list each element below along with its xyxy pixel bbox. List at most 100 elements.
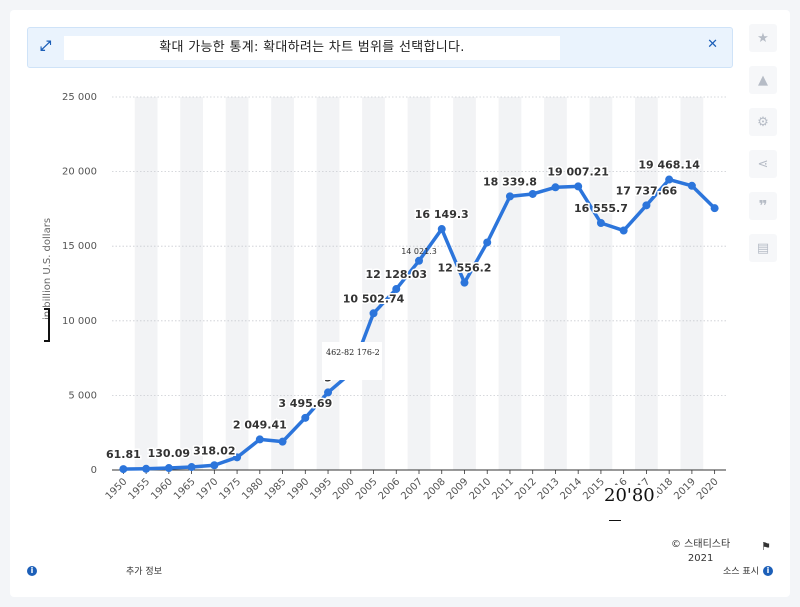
y-tick-label: 10 000: [62, 316, 97, 327]
data-point: [142, 464, 151, 473]
more-info-link[interactable]: 추가 정보: [126, 567, 162, 577]
data-point: [278, 437, 287, 446]
y-tick-label: 0: [91, 465, 97, 476]
source-line-2: 2021: [687, 553, 714, 564]
x-tick-label: 2010: [468, 476, 494, 502]
expand-arrows-icon[interactable]: ⤢: [40, 38, 52, 54]
data-label: 16 555.7: [574, 202, 628, 215]
x-tick-label: 2014: [559, 476, 585, 502]
column-band: [680, 97, 704, 470]
column-band: [635, 97, 658, 470]
data-point: [324, 388, 333, 397]
share-icon[interactable]: ⋖: [749, 150, 777, 178]
data-label: 3 495.69: [278, 397, 332, 410]
x-tick-label: 2011: [490, 476, 516, 502]
data-label: 130.09: [148, 447, 190, 460]
column-band: [271, 97, 294, 470]
info-icon[interactable]: i: [27, 566, 37, 576]
column-band: [225, 97, 249, 470]
chart-toolbar: ★ ▲ ⚙ ⋖ ❞ ▤: [746, 16, 780, 266]
y-tick-label: 15 000: [62, 241, 97, 252]
data-label: 18 339.8: [483, 175, 537, 188]
column-band: [362, 97, 385, 470]
data-label: 12 128.03: [365, 268, 427, 281]
data-label: 318.02: [193, 444, 235, 457]
data-point: [574, 182, 583, 191]
x-tick-label: 2012: [513, 476, 539, 502]
y-tick-label: 5 000: [68, 390, 97, 401]
x-tick-label: 2013: [536, 476, 562, 502]
data-point: [528, 189, 537, 198]
column-band: [134, 97, 158, 470]
x-tick-label: 1990: [286, 476, 312, 502]
data-point: [551, 183, 560, 192]
quote-icon[interactable]: ❞: [749, 192, 777, 220]
x-tick-label: 2008: [422, 476, 448, 502]
data-point: [437, 225, 446, 234]
data-label: 10 502.74: [343, 292, 405, 305]
data-point: [255, 435, 264, 444]
y-axis-ticks: 0 5 000 10 000 15 000 20 000 25 000: [62, 92, 97, 476]
show-source-link[interactable]: 소스 표시: [723, 567, 759, 577]
data-point: [642, 201, 651, 210]
x-tick-label: 2019: [672, 476, 698, 502]
overlay-box: [322, 342, 382, 380]
column-band: [589, 97, 613, 470]
data-point: [687, 181, 696, 190]
data-label: 16 149.3: [415, 208, 469, 221]
data-label: 14 021.3: [401, 247, 437, 256]
alternating-column-bands: [134, 97, 704, 470]
zoom-hint-message: 확대 가능한 통계: 확대하려는 차트 범위를 선택합니다.: [64, 36, 560, 60]
gear-icon[interactable]: ⚙: [749, 108, 777, 136]
print-icon[interactable]: ▤: [749, 234, 777, 262]
flag-icon[interactable]: ⚑: [761, 540, 771, 553]
column-band: [407, 97, 431, 470]
data-point: [483, 238, 492, 247]
data-point: [119, 465, 128, 474]
column-band: [498, 97, 522, 470]
data-point: [392, 285, 401, 294]
data-point: [505, 192, 514, 201]
data-label: 61.81: [106, 448, 141, 461]
source-info-icon[interactable]: i: [763, 566, 773, 576]
data-label: 19 468.14: [638, 159, 700, 172]
data-point: [187, 463, 196, 472]
x-tick-label: 1995: [308, 476, 334, 502]
star-icon[interactable]: ★: [749, 24, 777, 52]
x-tick-label: 1985: [263, 476, 289, 502]
data-point: [415, 256, 423, 265]
close-icon[interactable]: ✕: [707, 37, 718, 52]
overlay-text-2: 20'80: [602, 485, 657, 506]
overlay-text: 462-82 176-2: [326, 348, 380, 357]
y-tick-label: 20 000: [62, 167, 97, 178]
data-point: [233, 453, 242, 462]
column-band: [544, 97, 567, 470]
source-credit: © 스태티스타 2021: [671, 538, 730, 566]
x-tick-label: 1970: [195, 476, 221, 502]
x-tick-label: 2020: [695, 476, 721, 502]
x-tick-label: 2007: [399, 476, 425, 502]
column-band: [316, 97, 340, 470]
x-tick-label: 2006: [377, 476, 403, 502]
source-line-1: © 스태티스타: [671, 539, 731, 550]
bell-icon[interactable]: ▲: [749, 66, 777, 94]
data-point: [619, 226, 628, 235]
data-point: [301, 413, 310, 422]
x-tick-label: 1975: [217, 476, 243, 502]
column-band: [180, 97, 203, 470]
overlay-dash: [609, 520, 621, 521]
x-tick-label: 2000: [331, 476, 357, 502]
data-label: 17 737.66: [616, 184, 678, 197]
x-tick-label: 1955: [126, 476, 152, 502]
x-tick-label: 2009: [445, 476, 471, 502]
data-point: [369, 309, 378, 318]
zoom-hint-banner: ⤢ 확대 가능한 통계: 확대하려는 차트 범위를 선택합니다. ✕: [27, 27, 733, 68]
x-tick-label: 1950: [104, 476, 130, 502]
data-label: 2 049.41: [233, 418, 287, 431]
y-axis-label: in billion U.S. dollars: [42, 218, 53, 320]
x-tick-label: 1960: [149, 476, 175, 502]
data-point: [596, 218, 605, 227]
data-point: [210, 461, 219, 470]
